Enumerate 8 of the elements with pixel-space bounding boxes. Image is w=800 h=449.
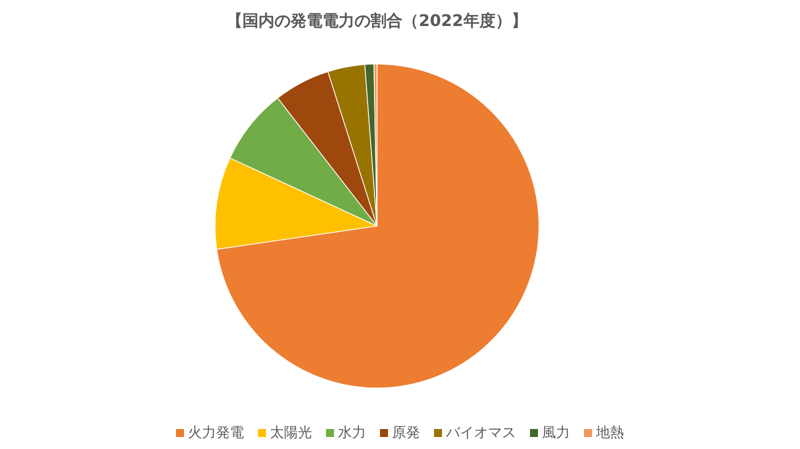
- legend-label: 水力: [338, 425, 366, 441]
- legend-label: 地熱: [595, 425, 624, 441]
- legend-label: バイオマス: [445, 425, 516, 441]
- legend-label: 原発: [392, 425, 420, 441]
- chart-title: 【国内の発電電力の割合（2022年度）】: [226, 11, 528, 30]
- legend-label: 太陽光: [270, 425, 312, 441]
- legend-label: 火力発電: [188, 425, 244, 441]
- legend-label: 風力: [542, 425, 570, 441]
